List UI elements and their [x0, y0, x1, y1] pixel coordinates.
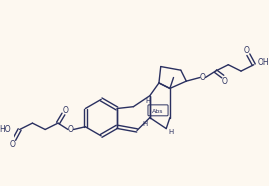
Text: O: O	[222, 77, 228, 86]
Text: HO: HO	[0, 125, 11, 134]
Text: O: O	[244, 46, 249, 55]
Text: H: H	[143, 121, 148, 127]
Text: OH: OH	[257, 58, 269, 67]
FancyBboxPatch shape	[148, 105, 168, 116]
Text: H: H	[145, 98, 151, 104]
Text: O: O	[200, 73, 206, 82]
Text: Abs: Abs	[152, 109, 164, 114]
Text: O: O	[62, 106, 68, 115]
Text: H: H	[168, 129, 174, 135]
Text: O: O	[9, 140, 15, 149]
Text: O: O	[68, 125, 74, 134]
